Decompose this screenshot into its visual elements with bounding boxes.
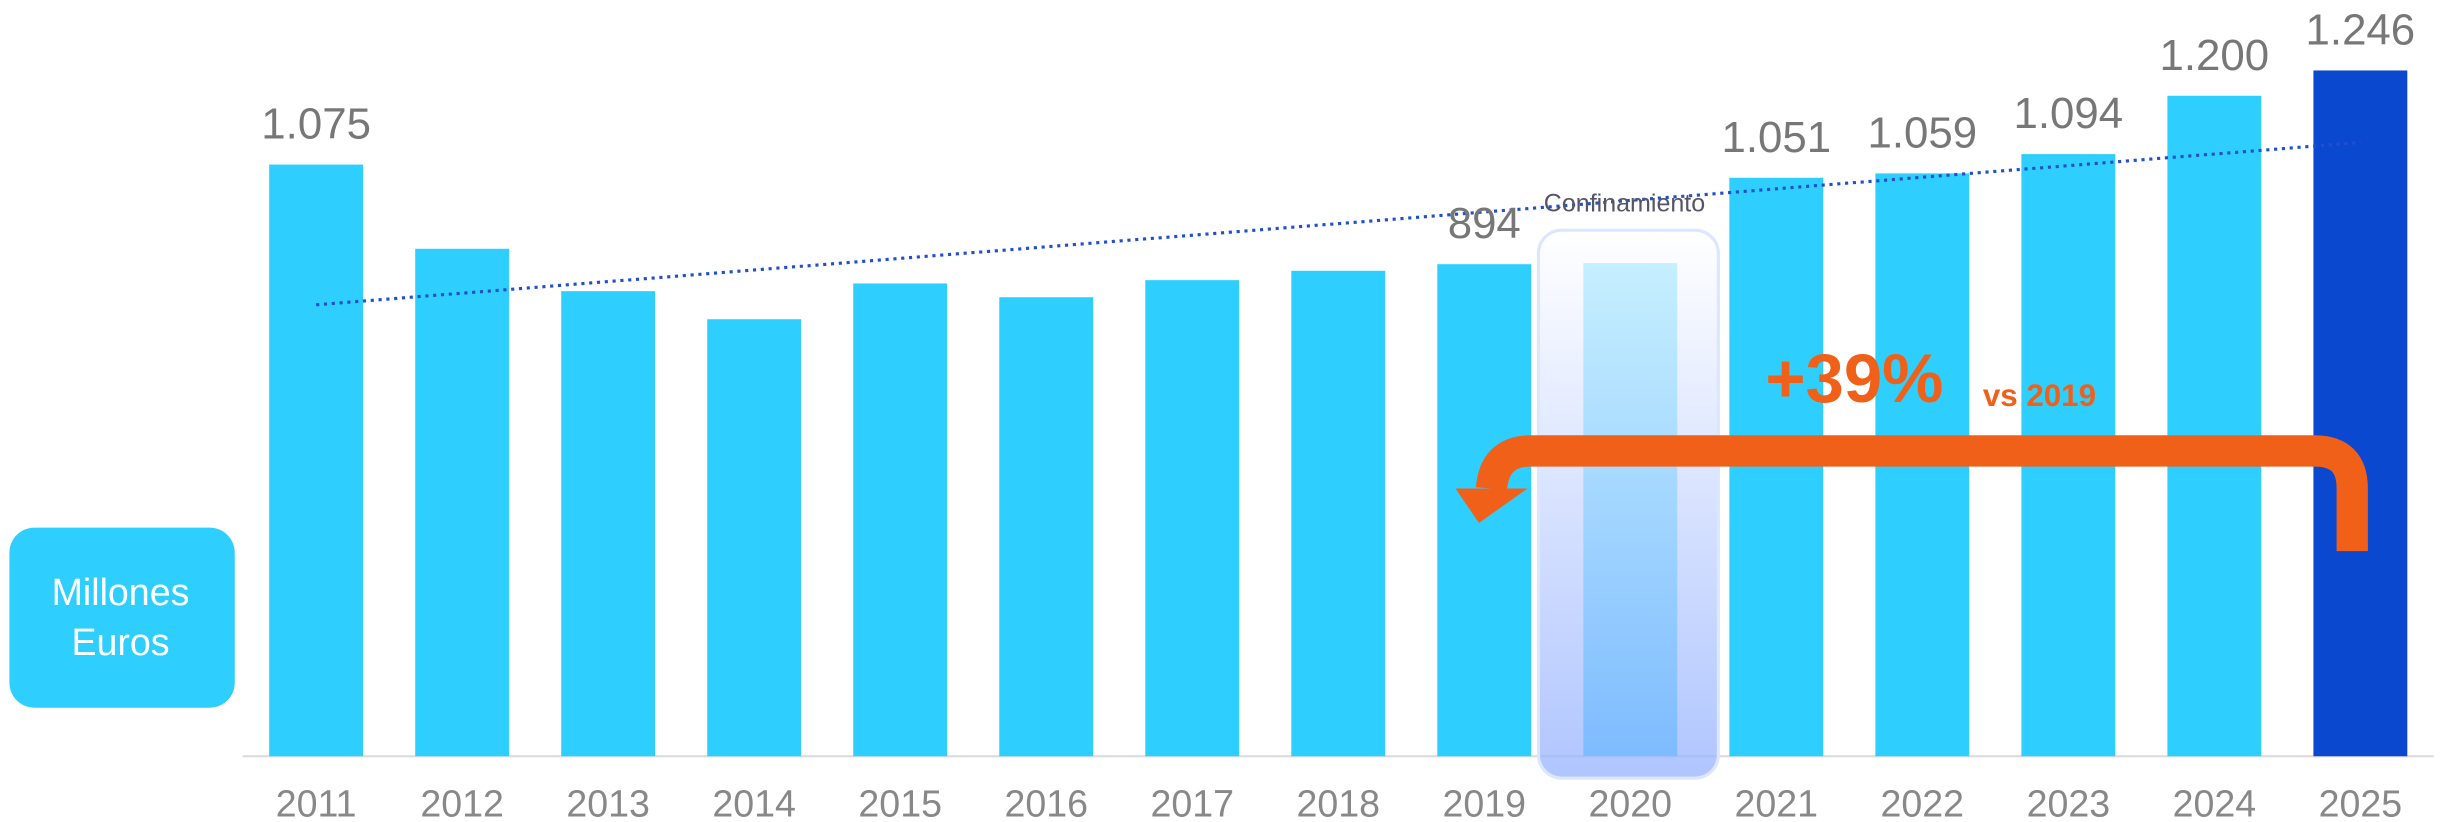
highlight-box	[1536, 228, 1720, 780]
x-tick-label: 2023	[2027, 782, 2111, 822]
x-tick-label: 2021	[1735, 782, 1819, 822]
bar	[1729, 177, 1824, 757]
bar	[1145, 280, 1240, 757]
value-label: 1.200	[2160, 31, 2270, 80]
x-tick-label: 2013	[566, 782, 650, 822]
x-tick-label: 2020	[1589, 782, 1673, 822]
x-tick-label: 2024	[2173, 782, 2257, 822]
bar	[415, 248, 510, 757]
x-tick-label: 2015	[858, 782, 942, 822]
arrow-head	[1455, 488, 1528, 523]
value-label: 1.246	[2306, 5, 2416, 54]
value-label: 894	[1448, 199, 1521, 248]
value-label: 1.094	[2014, 89, 2124, 138]
x-tick-label: 2012	[420, 782, 504, 822]
x-tick-label: 2017	[1150, 782, 1234, 822]
x-tick-label: 2022	[1881, 782, 1965, 822]
trend-line	[316, 140, 2361, 307]
highlight-label: Confinamiento	[1544, 190, 1705, 218]
bar	[999, 297, 1094, 757]
value-label: 1.059	[1867, 108, 1977, 157]
x-tick-label: 2011	[276, 782, 357, 822]
unit-label: Euros	[71, 621, 169, 663]
bar	[707, 319, 802, 757]
bar	[2313, 70, 2408, 757]
x-tick-label: 2019	[1443, 782, 1527, 822]
value-label: 1.075	[261, 100, 371, 149]
value-label: 1.051	[1721, 113, 1831, 162]
x-tick-label: 2016	[1004, 782, 1088, 822]
x-tick-label: 2014	[712, 782, 796, 822]
growth-label: +39%	[1765, 340, 1943, 417]
bar	[269, 164, 364, 757]
unit-label: Millones	[52, 571, 190, 613]
growth-arrow	[1475, 435, 2368, 552]
x-tick-label: 2018	[1296, 782, 1380, 822]
bar	[2167, 95, 2262, 757]
x-tick-label: 2025	[2319, 782, 2403, 822]
bar	[853, 283, 948, 757]
bar	[1291, 270, 1386, 757]
growth-note: vs 2019	[1983, 378, 2096, 413]
unit-box	[9, 527, 235, 708]
bar	[561, 291, 656, 757]
